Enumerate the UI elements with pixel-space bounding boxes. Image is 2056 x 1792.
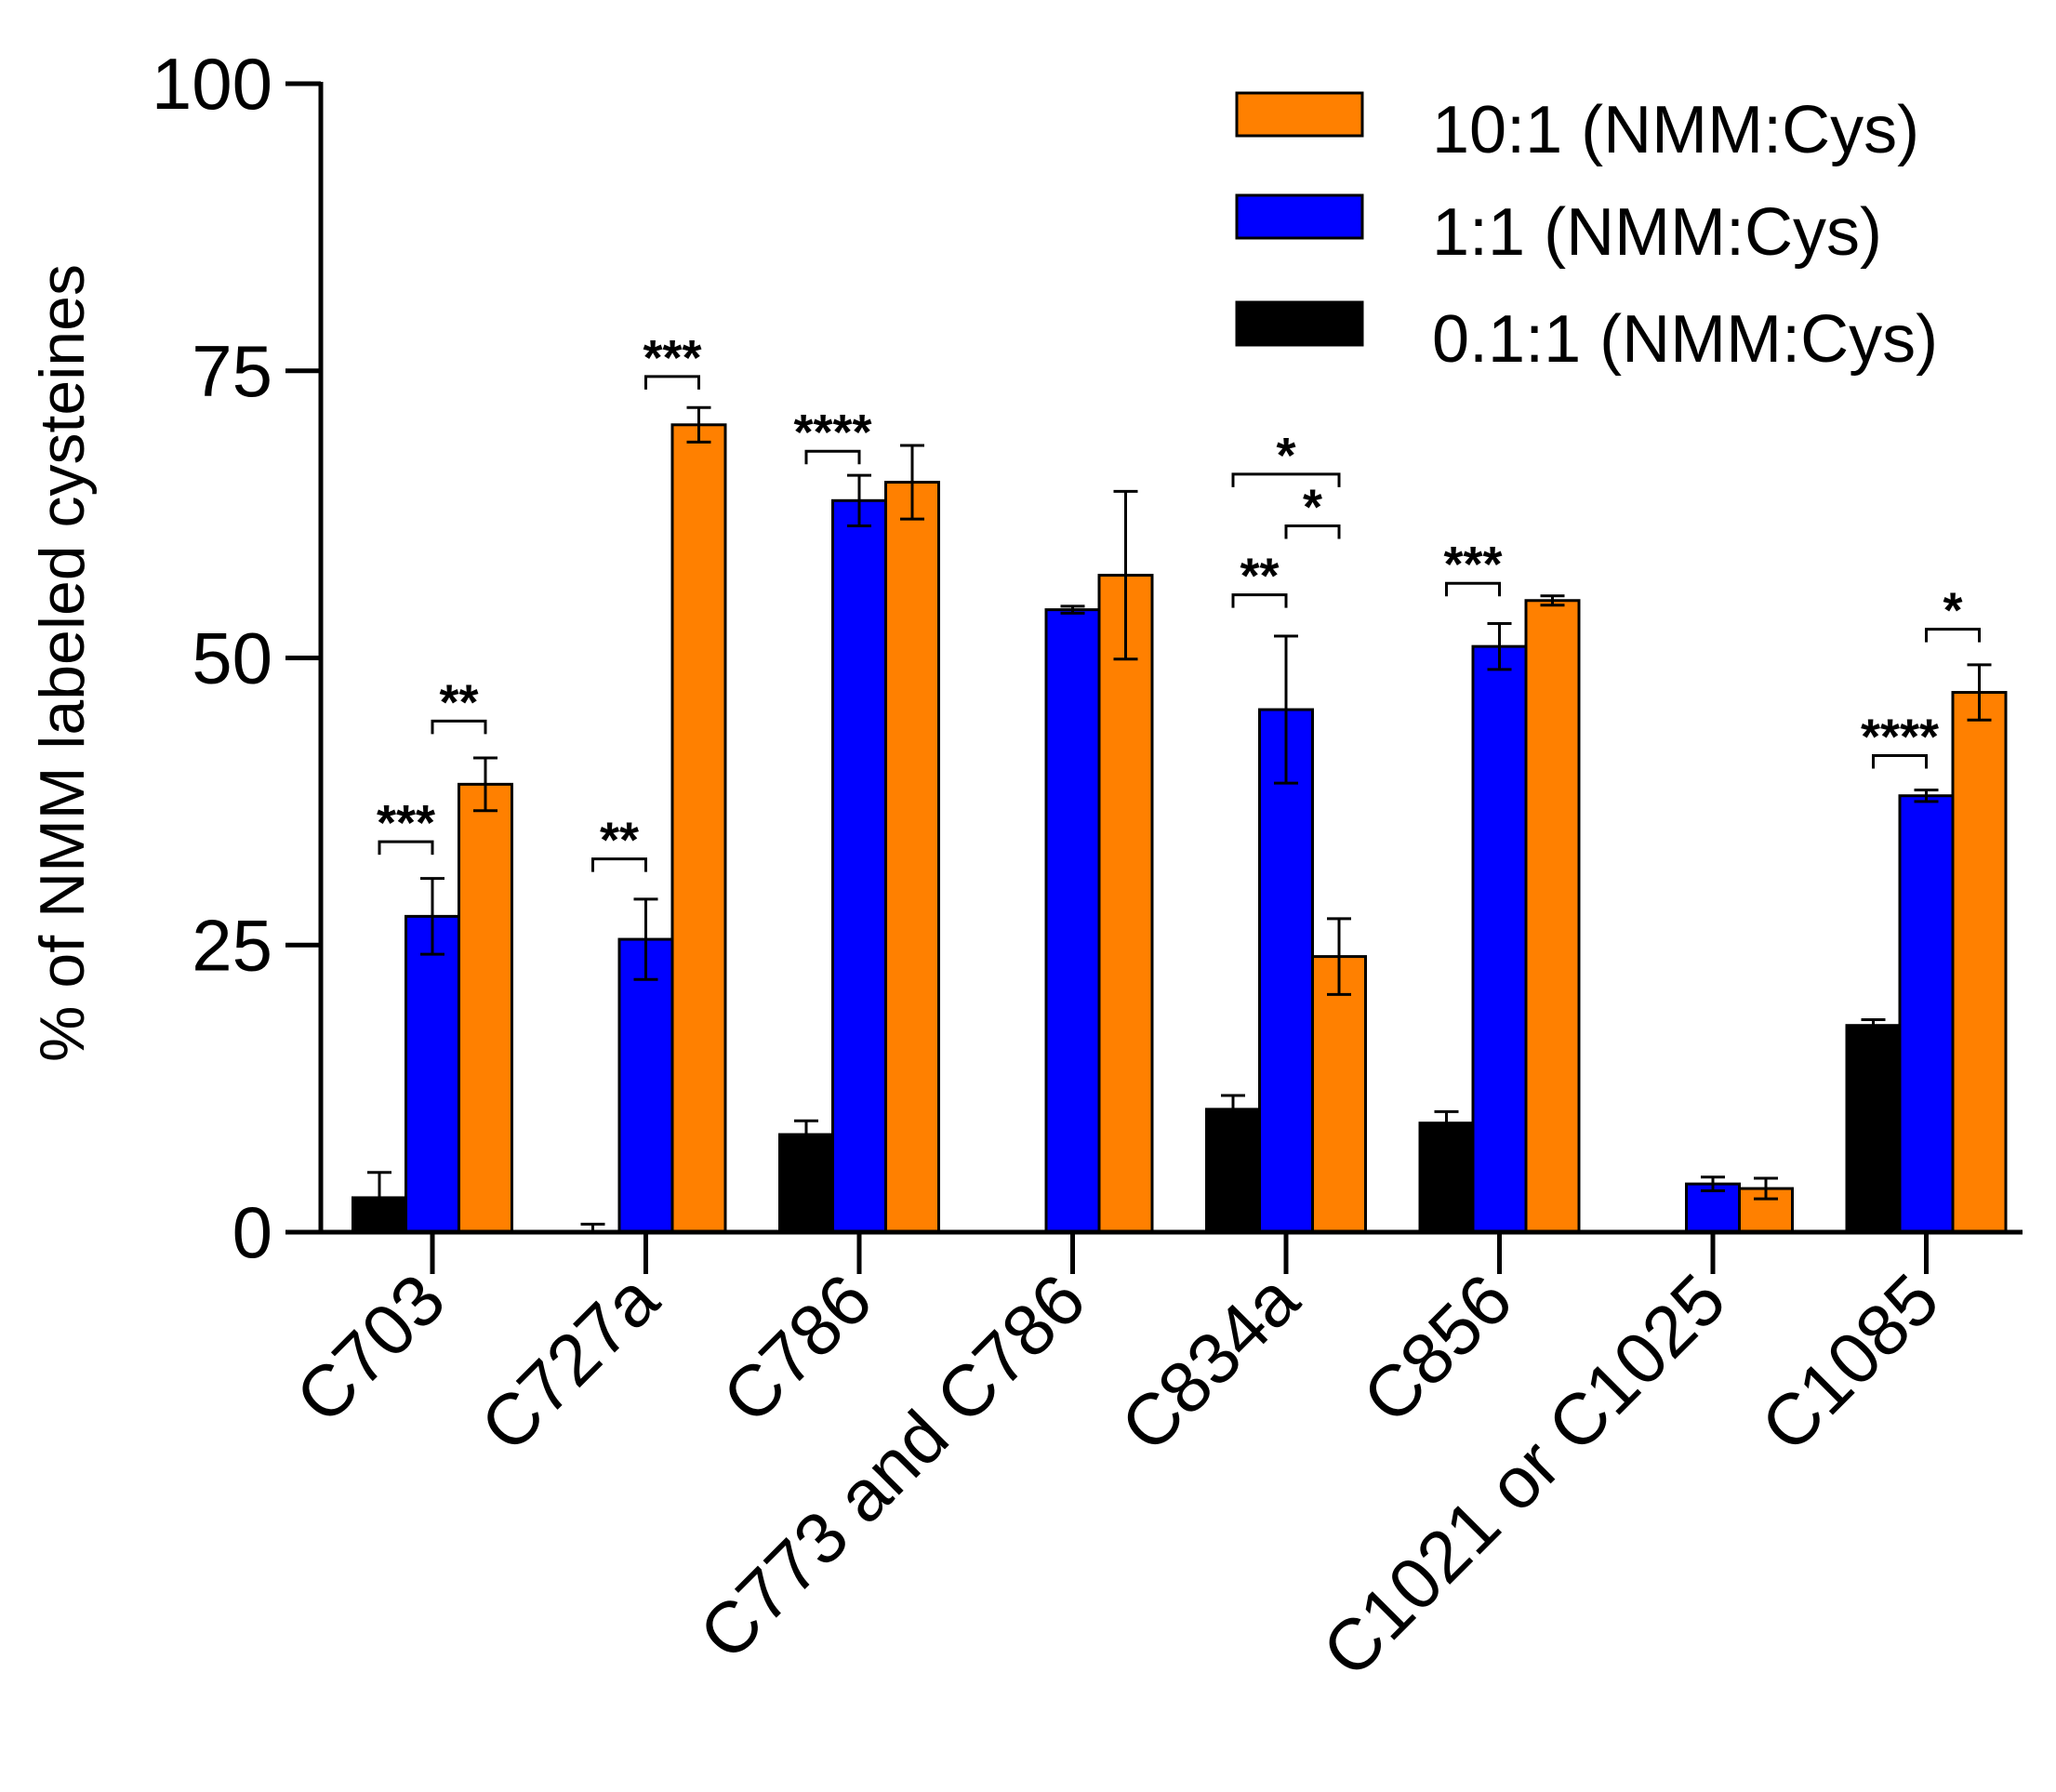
significance-label: **** xyxy=(1861,709,1939,764)
legend-swatch xyxy=(1235,193,1364,240)
significance-layer: ************** **** ******** xyxy=(377,330,1981,872)
bar xyxy=(1524,599,1581,1234)
significance-label: *** xyxy=(377,795,435,851)
significance-bracket xyxy=(1925,628,1981,643)
x-tick-label: C703 xyxy=(280,1258,460,1439)
significance-label: ** xyxy=(600,813,639,869)
significance-bracket xyxy=(378,840,434,856)
x-tick-label: C773 and C786 xyxy=(683,1258,1101,1676)
significance-label: * xyxy=(1276,428,1295,484)
bars-layer xyxy=(352,423,2008,1234)
y-tick-label: 75 xyxy=(192,330,272,412)
legend-label: 1:1 (NMM:Cys) xyxy=(1432,195,1882,270)
significance-label: * xyxy=(1303,479,1322,535)
significance-bracket xyxy=(1231,472,1341,487)
significance-bracket xyxy=(1231,593,1288,608)
bar xyxy=(405,914,460,1234)
significance-label: ** xyxy=(439,674,478,730)
bar xyxy=(617,937,674,1234)
bar xyxy=(1471,644,1528,1234)
x-tick-label: C834a xyxy=(1105,1257,1314,1467)
bar xyxy=(884,481,940,1234)
legend-swatch xyxy=(1235,300,1364,347)
bar xyxy=(670,423,727,1234)
error-bars-layer xyxy=(367,405,1992,1234)
bar xyxy=(831,498,887,1234)
bar xyxy=(1258,708,1314,1234)
bar xyxy=(1097,574,1154,1234)
y-tick-label: 25 xyxy=(192,904,272,986)
legend-swatch xyxy=(1235,91,1364,138)
y-tick-label: 50 xyxy=(192,617,272,699)
x-tick-label: C727a xyxy=(465,1257,674,1467)
bar xyxy=(1951,691,2008,1234)
significance-bracket xyxy=(1284,524,1341,539)
significance-label: **** xyxy=(793,405,871,460)
x-tick-label: C856 xyxy=(1346,1258,1527,1439)
x-tick-label: C786 xyxy=(707,1258,887,1439)
bar xyxy=(1205,1108,1261,1234)
x-tick-label: C1021 or C1025 xyxy=(1307,1258,1741,1692)
bar xyxy=(458,782,513,1234)
bar xyxy=(1311,955,1367,1234)
significance-label: *** xyxy=(1443,537,1502,592)
legend: 10:1 (NMM:Cys) 1:1 (NMM:Cys) 0.1:1 (NMM:Cy… xyxy=(1235,91,1938,377)
bar xyxy=(1845,1024,1902,1234)
legend-label: 0.1:1 (NMM:Cys) xyxy=(1432,302,1938,377)
legend-label: 10:1 (NMM:Cys) xyxy=(1432,93,1919,167)
y-axis-label: % of NMM labeled cysteines xyxy=(27,264,98,1062)
y-tick-label: 0 xyxy=(232,1191,272,1273)
bar xyxy=(1418,1122,1475,1234)
significance-bracket xyxy=(644,375,700,390)
y-tick-label: 100 xyxy=(152,43,272,125)
significance-label: *** xyxy=(643,330,701,386)
significance-label: ** xyxy=(1240,549,1279,604)
significance-bracket xyxy=(431,719,487,735)
significance-bracket xyxy=(591,857,647,872)
significance-bracket xyxy=(1445,581,1501,597)
bar xyxy=(1898,794,1955,1234)
bar xyxy=(1044,608,1101,1234)
significance-bracket xyxy=(804,449,861,465)
x-tick-label: C1085 xyxy=(1745,1258,1955,1467)
significance-bracket xyxy=(1872,753,1928,769)
significance-label: * xyxy=(1943,583,1962,639)
